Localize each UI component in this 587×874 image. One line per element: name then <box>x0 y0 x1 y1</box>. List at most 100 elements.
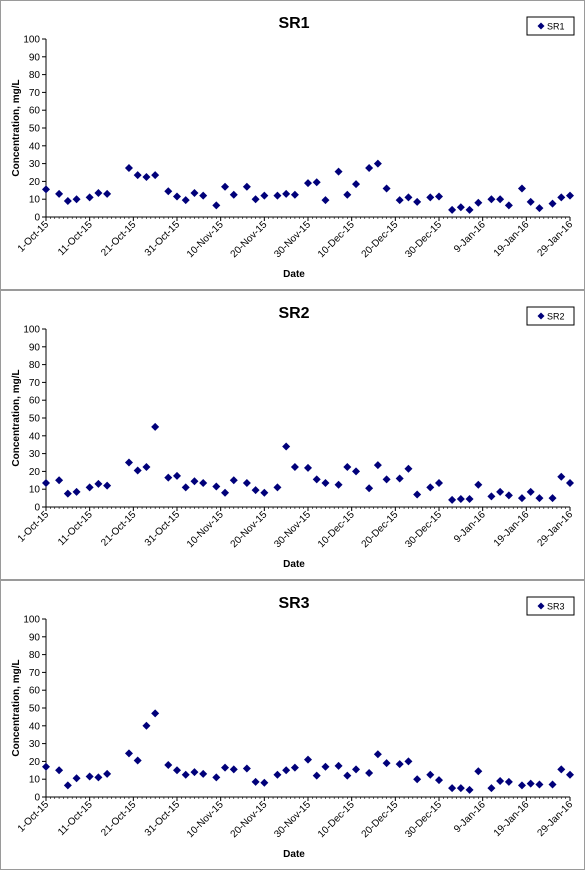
x-tick-label: 30-Nov-15 <box>272 509 313 550</box>
data-point <box>334 167 343 176</box>
data-point <box>465 494 474 503</box>
data-point <box>164 473 173 482</box>
data-point <box>448 784 457 793</box>
data-point <box>566 191 574 200</box>
data-point <box>373 159 382 168</box>
x-tick-label: 10-Dec-15 <box>316 219 357 260</box>
data-point <box>343 771 352 780</box>
y-tick-label: 90 <box>29 52 41 63</box>
x-tick-label: 10-Nov-15 <box>185 219 226 260</box>
data-point <box>395 760 404 769</box>
data-point <box>465 205 474 214</box>
data-point <box>63 781 72 790</box>
y-tick-label: 40 <box>29 721 41 732</box>
x-tick-label: 10-Dec-15 <box>316 799 357 840</box>
data-point <box>251 195 260 204</box>
data-point <box>321 196 330 205</box>
x-tick-label: 21-Oct-15 <box>99 509 139 549</box>
data-point <box>242 478 251 487</box>
chart-panel-sr3: SR3 0 10 20 30 40 50 60 70 80 90 100 1-Oct-15 11-Oct-… <box>0 580 585 870</box>
legend-box <box>526 306 575 326</box>
y-tick-label: 40 <box>29 431 41 442</box>
data-point <box>557 765 566 774</box>
legend-marker <box>537 602 545 610</box>
x-tick-label: 21-Oct-15 <box>99 219 139 259</box>
x-tick-label: 29-Jan-16 <box>536 219 576 259</box>
data-point <box>290 462 299 471</box>
data-point <box>42 478 50 487</box>
x-axis-title: Date <box>283 559 305 570</box>
y-tick-label: 60 <box>29 396 41 407</box>
data-point <box>448 495 457 504</box>
x-tick-label: 30-Dec-15 <box>403 509 444 550</box>
y-tick-label: 40 <box>29 141 41 152</box>
data-point <box>42 185 50 194</box>
data-point <box>395 196 404 205</box>
data-point <box>242 182 251 191</box>
data-point <box>103 189 112 198</box>
data-point <box>221 763 230 772</box>
y-tick-label: 10 <box>29 775 41 786</box>
data-point <box>55 766 64 775</box>
data-point <box>94 479 103 488</box>
legend-label: SR2 <box>547 312 565 322</box>
y-tick-label: 10 <box>29 195 41 206</box>
data-point <box>63 196 72 205</box>
y-tick-label: 70 <box>29 88 41 99</box>
data-point <box>124 749 133 758</box>
data-point <box>181 196 190 205</box>
x-tick-label: 11-Oct-15 <box>56 509 95 548</box>
data-point <box>352 765 361 774</box>
data-point <box>290 190 299 199</box>
data-point <box>229 190 238 199</box>
data-point <box>282 766 291 775</box>
data-point <box>312 771 321 780</box>
x-tick-label: 19-Jan-16 <box>492 219 532 259</box>
data-point <box>474 198 483 207</box>
data-point <box>535 780 544 789</box>
data-point <box>212 482 221 491</box>
y-tick-label: 20 <box>29 757 41 768</box>
data-point <box>151 709 160 718</box>
data-point <box>273 483 282 492</box>
data-point <box>212 201 221 210</box>
data-point <box>365 768 374 777</box>
x-tick-label: 11-Oct-15 <box>56 219 95 258</box>
chart-panel-sr1: SR1 0 10 20 30 40 50 60 70 80 90 100 1-Oct-15 11-Oct-… <box>0 0 585 290</box>
data-point <box>85 483 94 492</box>
data-point <box>334 480 343 489</box>
x-tick-label: 1-Oct-15 <box>16 509 52 545</box>
y-tick-label: 100 <box>23 35 40 46</box>
x-tick-label: 29-Jan-16 <box>536 799 576 839</box>
y-tick-label: 70 <box>29 668 41 679</box>
data-point <box>55 189 64 198</box>
y-tick-label: 90 <box>29 632 41 643</box>
y-tick-label: 0 <box>34 793 40 804</box>
data-point <box>352 467 361 476</box>
legend-box <box>526 16 575 36</box>
data-point <box>142 462 151 471</box>
data-point <box>456 203 465 212</box>
data-point <box>557 472 566 481</box>
data-point <box>173 471 181 480</box>
data-point <box>474 767 483 776</box>
data-point <box>151 171 160 180</box>
data-point <box>535 204 544 213</box>
data-point <box>103 481 112 490</box>
x-tick-label: 30-Dec-15 <box>403 799 444 840</box>
data-point <box>487 784 496 793</box>
data-point <box>124 458 133 467</box>
data-point <box>133 466 142 475</box>
data-point <box>404 464 413 473</box>
data-point <box>173 192 181 201</box>
data-point <box>496 195 505 204</box>
data-point <box>404 757 413 766</box>
legend-label: SR1 <box>547 22 565 32</box>
data-point <box>343 190 352 199</box>
x-tick-label: 31-Oct-15 <box>143 219 183 259</box>
data-point <box>413 775 422 784</box>
data-point <box>517 781 526 790</box>
data-point <box>382 759 391 768</box>
x-tick-label: 30-Dec-15 <box>403 219 444 260</box>
